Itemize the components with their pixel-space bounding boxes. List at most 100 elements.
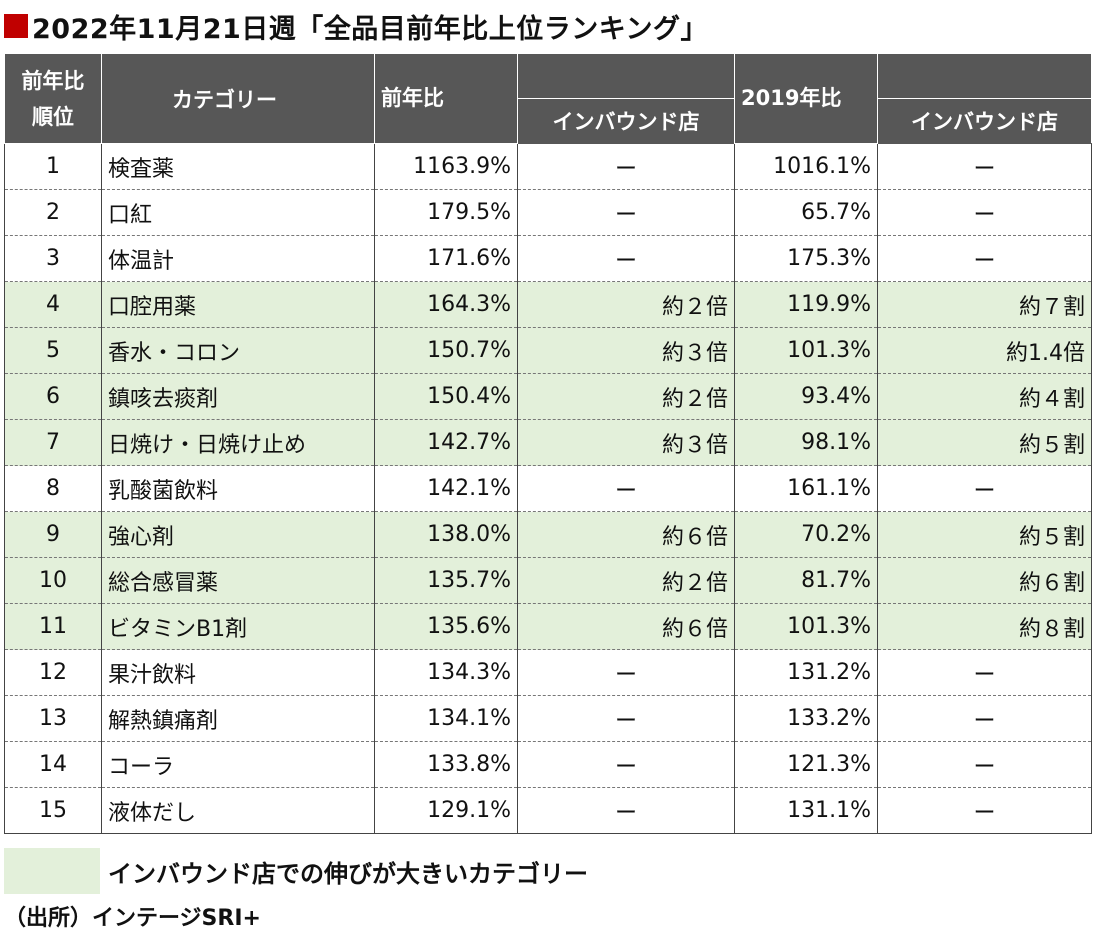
- table-row: 9 強心剤 138.0% 約６倍 70.2% 約５割: [4, 511, 1092, 558]
- vs2019-cell: 101.3%: [734, 327, 878, 374]
- header-yoy: 前年比: [374, 53, 518, 144]
- header-blank-1: [517, 53, 735, 99]
- yoy-cell: 150.4%: [374, 373, 518, 420]
- yoy-inbound-cell: ー: [517, 649, 735, 696]
- category-cell: 強心剤: [101, 511, 375, 558]
- table-row: 2 口紅 179.5% ー 65.7% ー: [4, 189, 1092, 236]
- legend-swatch: [4, 848, 100, 894]
- yoy-inbound-cell: 約２倍: [517, 373, 735, 420]
- yoy-inbound-cell: ー: [517, 235, 735, 282]
- header-blank-2: [877, 53, 1092, 99]
- yoy-cell: 164.3%: [374, 281, 518, 328]
- yoy-cell: 142.7%: [374, 419, 518, 466]
- category-cell: 総合感冒薬: [101, 557, 375, 604]
- table-row: 12 果汁飲料 134.3% ー 131.2% ー: [4, 649, 1092, 696]
- category-cell: ビタミンB1剤: [101, 603, 375, 650]
- yoy-inbound-cell: 約３倍: [517, 327, 735, 374]
- rank-cell: 6: [4, 373, 102, 420]
- vs2019-inbound-cell: ー: [877, 649, 1092, 696]
- table-row: 14 コーラ 133.8% ー 121.3% ー: [4, 741, 1092, 788]
- vs2019-inbound-cell: 約６割: [877, 557, 1092, 604]
- header-2019-inbound: インバウンド店: [877, 98, 1092, 144]
- table-row: 11 ビタミンB1剤 135.6% 約６倍 101.3% 約８割: [4, 603, 1092, 650]
- rank-cell: 13: [4, 695, 102, 742]
- yoy-cell: 142.1%: [374, 465, 518, 512]
- page-title: 2022年11月21日週「全品目前年比上位ランキング」: [4, 6, 708, 46]
- vs2019-inbound-cell: ー: [877, 235, 1092, 282]
- vs2019-cell: 98.1%: [734, 419, 878, 466]
- rank-cell: 14: [4, 741, 102, 788]
- yoy-cell: 1163.9%: [374, 143, 518, 190]
- yoy-inbound-cell: ー: [517, 787, 735, 834]
- rank-cell: 1: [4, 143, 102, 190]
- table-row: 13 解熱鎮痛剤 134.1% ー 133.2% ー: [4, 695, 1092, 742]
- header-yoy-inbound: インバウンド店: [517, 98, 735, 144]
- rank-cell: 9: [4, 511, 102, 558]
- vs2019-cell: 65.7%: [734, 189, 878, 236]
- table-row: 6 鎮咳去痰剤 150.4% 約２倍 93.4% 約４割: [4, 373, 1092, 420]
- table-row: 7 日焼け・日焼け止め 142.7% 約３倍 98.1% 約５割: [4, 419, 1092, 466]
- vs2019-cell: 131.2%: [734, 649, 878, 696]
- header-rank-line2: 順位: [32, 104, 74, 129]
- table-row: 5 香水・コロン 150.7% 約３倍 101.3% 約1.4倍: [4, 327, 1092, 374]
- vs2019-inbound-cell: 約４割: [877, 373, 1092, 420]
- yoy-cell: 134.1%: [374, 695, 518, 742]
- header-rank-line1: 前年比: [21, 68, 85, 93]
- vs2019-inbound-cell: 約５割: [877, 511, 1092, 558]
- vs2019-cell: 121.3%: [734, 741, 878, 788]
- vs2019-inbound-cell: 約５割: [877, 419, 1092, 466]
- source-note: （出所）インテージSRI+: [4, 906, 261, 931]
- vs2019-inbound-cell: ー: [877, 143, 1092, 190]
- yoy-inbound-cell: ー: [517, 189, 735, 236]
- rank-cell: 7: [4, 419, 102, 466]
- vs2019-inbound-cell: 約1.4倍: [877, 327, 1092, 374]
- yoy-cell: 135.6%: [374, 603, 518, 650]
- yoy-inbound-cell: ー: [517, 465, 735, 512]
- category-cell: 液体だし: [101, 787, 375, 834]
- vs2019-cell: 131.1%: [734, 787, 878, 834]
- vs2019-inbound-cell: ー: [877, 741, 1092, 788]
- table-body: 1 検査薬 1163.9% ー 1016.1% ー 2 口紅 179.5% ー 65.7% ー 3 体温計…: [4, 143, 1092, 834]
- vs2019-inbound-cell: ー: [877, 189, 1092, 236]
- vs2019-cell: 81.7%: [734, 557, 878, 604]
- rank-cell: 8: [4, 465, 102, 512]
- vs2019-cell: 101.3%: [734, 603, 878, 650]
- vs2019-cell: 93.4%: [734, 373, 878, 420]
- table-row: 8 乳酸菌飲料 142.1% ー 161.1% ー: [4, 465, 1092, 512]
- category-cell: 鎮咳去痰剤: [101, 373, 375, 420]
- yoy-inbound-cell: ー: [517, 741, 735, 788]
- table-row: 1 検査薬 1163.9% ー 1016.1% ー: [4, 143, 1092, 190]
- yoy-inbound-cell: ー: [517, 143, 735, 190]
- yoy-cell: 179.5%: [374, 189, 518, 236]
- vs2019-cell: 1016.1%: [734, 143, 878, 190]
- rank-cell: 12: [4, 649, 102, 696]
- rank-cell: 3: [4, 235, 102, 282]
- vs2019-inbound-cell: ー: [877, 695, 1092, 742]
- header-category: カテゴリー: [101, 53, 375, 144]
- rank-cell: 5: [4, 327, 102, 374]
- table-row: 3 体温計 171.6% ー 175.3% ー: [4, 235, 1092, 282]
- vs2019-cell: 70.2%: [734, 511, 878, 558]
- table-row: 10 総合感冒薬 135.7% 約２倍 81.7% 約６割: [4, 557, 1092, 604]
- vs2019-inbound-cell: ー: [877, 787, 1092, 834]
- rank-cell: 11: [4, 603, 102, 650]
- vs2019-cell: 161.1%: [734, 465, 878, 512]
- vs2019-cell: 119.9%: [734, 281, 878, 328]
- rank-cell: 2: [4, 189, 102, 236]
- ranking-table: 前年比 順位 カテゴリー 前年比 2019年比 インバウンド店 インバウンド店 …: [4, 53, 1092, 834]
- category-cell: 解熱鎮痛剤: [101, 695, 375, 742]
- category-cell: 乳酸菌飲料: [101, 465, 375, 512]
- vs2019-inbound-cell: 約７割: [877, 281, 1092, 328]
- category-cell: 口紅: [101, 189, 375, 236]
- header-2019: 2019年比: [734, 53, 878, 144]
- category-cell: 果汁飲料: [101, 649, 375, 696]
- yoy-cell: 150.7%: [374, 327, 518, 374]
- legend: インバウンド店での伸びが大きいカテゴリー: [4, 848, 588, 894]
- category-cell: 日焼け・日焼け止め: [101, 419, 375, 466]
- yoy-inbound-cell: 約２倍: [517, 557, 735, 604]
- yoy-cell: 138.0%: [374, 511, 518, 558]
- yoy-inbound-cell: ー: [517, 695, 735, 742]
- rank-cell: 10: [4, 557, 102, 604]
- yoy-cell: 133.8%: [374, 741, 518, 788]
- table-row: 4 口腔用薬 164.3% 約２倍 119.9% 約７割: [4, 281, 1092, 328]
